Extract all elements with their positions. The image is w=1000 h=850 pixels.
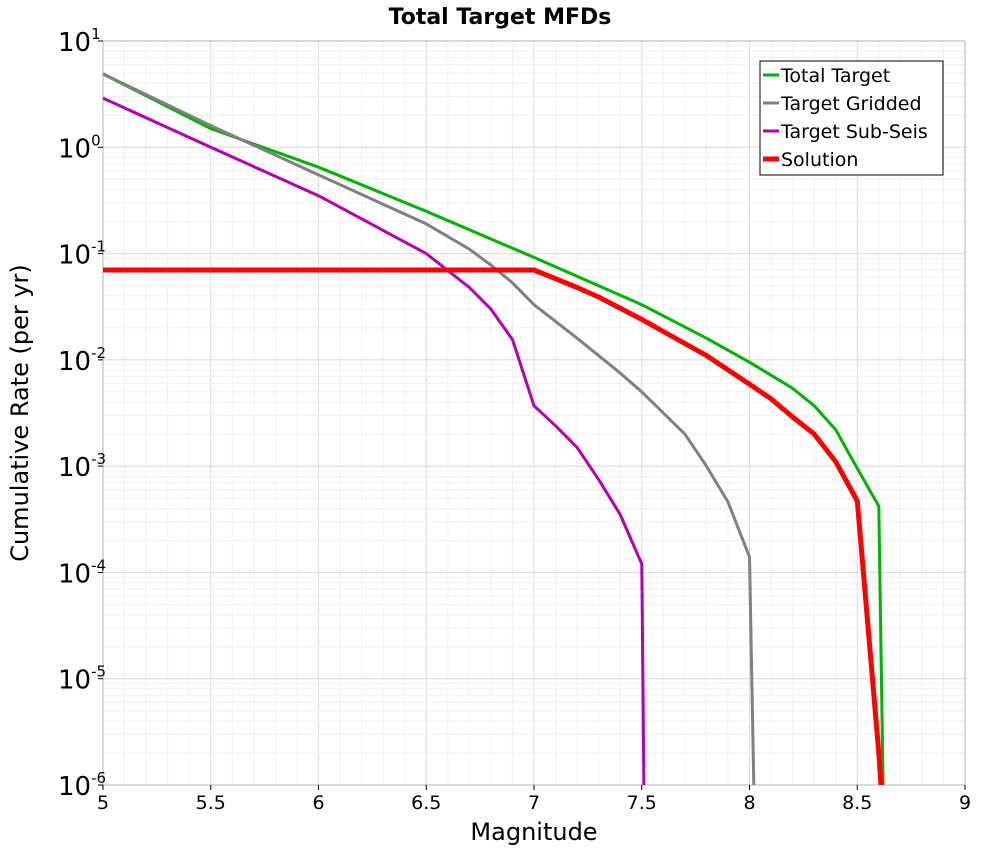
y-tick-labels: 101 100 10-1 10-2 10-3 10-4 10-5 10-6 (58, 25, 106, 802)
x-tick-label: 8 (743, 792, 755, 814)
y-tick-label: 10-5 (58, 663, 106, 696)
x-tick-label: 8.5 (842, 792, 872, 814)
chart-title: Total Target MFDs (389, 5, 612, 30)
legend-label-solution: Solution (781, 149, 858, 171)
legend-box (759, 60, 944, 176)
x-tick-label: 9 (959, 792, 971, 814)
series-line-solution (103, 267, 884, 785)
y-tick-label: 100 (58, 131, 101, 164)
series-line-total-target (103, 72, 885, 785)
y-axis-label: Cumulative Rate (per yr) (6, 264, 34, 562)
y-tick-label: 10-6 (58, 769, 106, 802)
y-tick-label: 10-2 (58, 344, 106, 377)
series-layer (103, 72, 885, 785)
legend-label-target-sub-seis: Target Sub-Seis (780, 121, 928, 143)
legend: Total Target Target Gridded Target Sub-Sei… (759, 60, 944, 176)
series-line-target-gridded (103, 72, 756, 785)
x-tick-label: 7 (528, 792, 540, 814)
legend-label-target-gridded: Target Gridded (780, 93, 922, 115)
x-tick-label: 5.5 (196, 792, 226, 814)
x-tick-label: 5 (97, 792, 109, 814)
y-tick-label: 101 (58, 25, 101, 58)
y-tick-label: 10-4 (58, 556, 106, 589)
x-tick-label: 6.5 (411, 792, 441, 814)
y-tick-label: 10-1 (58, 238, 106, 271)
x-tick-label: 6 (312, 792, 324, 814)
series-line-target-sub-seis (103, 96, 646, 785)
x-tick-labels: 5 5.5 6 6.5 7 7.5 8 8.5 9 (97, 785, 971, 814)
legend-label-total-target: Total Target (780, 65, 890, 87)
x-tick-label: 7.5 (627, 792, 657, 814)
x-axis-label: Magnitude (470, 818, 597, 846)
y-tick-label: 10-3 (58, 450, 106, 483)
